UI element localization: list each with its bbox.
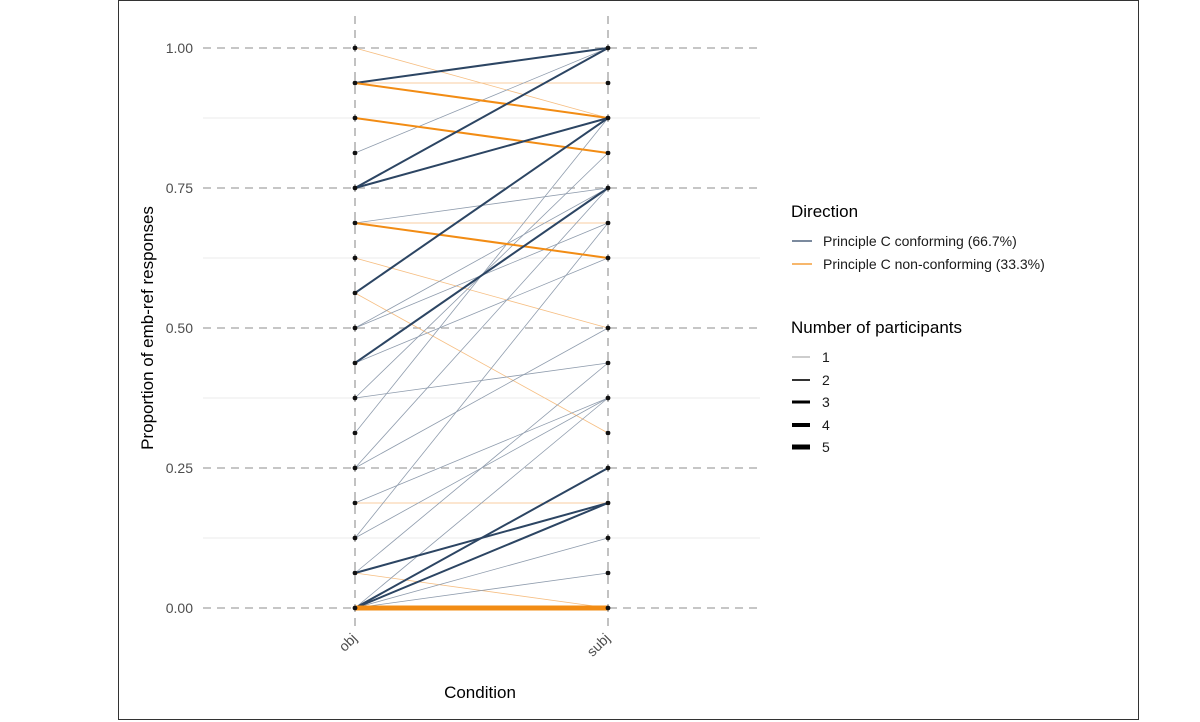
segment-conforming-21: [354, 327, 609, 469]
segment-nonconforming-4: [354, 117, 609, 154]
point-subj-4: [605, 465, 611, 471]
segment-nonconforming-11: [354, 257, 609, 329]
point-subj-9: [605, 255, 611, 261]
point-obj-4: [352, 465, 358, 471]
point-obj-5: [352, 430, 358, 436]
y-tick-label-4: 1.00: [166, 40, 193, 56]
point-obj-14: [352, 115, 358, 121]
grid-layer: [203, 16, 760, 628]
x-tick-label-subj: subj: [583, 630, 612, 659]
point-obj-3: [352, 500, 358, 506]
segment-conforming-14: [354, 187, 609, 329]
segment-conforming-26: [354, 222, 609, 539]
legend-label-5: 5: [822, 439, 830, 455]
point-subj-3: [605, 500, 611, 506]
point-subj-1: [605, 570, 611, 576]
segment-conforming-34: [354, 397, 609, 609]
segment-conforming-17: [354, 257, 609, 364]
point-subj-13: [605, 115, 611, 121]
chart-frame: [118, 0, 1139, 720]
segment-conforming-7: [354, 117, 609, 189]
point-subj-5: [605, 430, 611, 436]
y-tick-label-0: 0.00: [166, 600, 193, 616]
y-tick-label-1: 0.25: [166, 460, 193, 476]
legend-label-1: 1: [822, 349, 830, 365]
x-tick-label-obj: obj: [335, 630, 360, 655]
legend-label-4: 4: [822, 417, 830, 433]
point-obj-15: [352, 80, 358, 86]
segment-conforming-22: [354, 187, 609, 469]
point-obj-8: [352, 325, 358, 331]
y-axis-title: Proportion of emb-ref responses: [138, 206, 157, 450]
segment-conforming-16: [354, 187, 609, 364]
y-tick-label-3: 0.75: [166, 180, 193, 196]
point-layer: [352, 45, 611, 611]
legend-label-3: 3: [822, 394, 830, 410]
point-obj-7: [352, 360, 358, 366]
point-subj-12: [605, 150, 611, 156]
point-obj-13: [352, 150, 358, 156]
segment-nonconforming-10: [354, 222, 609, 259]
point-obj-0: [352, 605, 358, 611]
segment-conforming-6: [354, 47, 609, 189]
point-subj-8: [605, 325, 611, 331]
legend-direction-title: Direction: [791, 202, 858, 221]
legend-participants-title: Number of participants: [791, 318, 962, 337]
point-subj-0: [605, 605, 611, 611]
segment-conforming-28: [354, 362, 609, 574]
tick-layer: 0.00 0.25 0.50 0.75 1.00 obj subj: [166, 40, 613, 659]
legend-label-conforming: Principle C conforming (66.7%): [823, 233, 1017, 249]
segment-conforming-23: [354, 397, 609, 504]
point-obj-16: [352, 45, 358, 51]
point-subj-10: [605, 220, 611, 226]
segment-layer: [354, 47, 609, 611]
legend-label-nonconforming: Principle C non-conforming (33.3%): [823, 256, 1045, 272]
point-obj-1: [352, 570, 358, 576]
segment-conforming-32: [354, 537, 609, 609]
x-axis-title: Condition: [444, 683, 516, 702]
point-subj-11: [605, 185, 611, 191]
point-subj-2: [605, 535, 611, 541]
y-tick-label-2: 0.50: [166, 320, 193, 336]
segment-conforming-33: [354, 572, 609, 609]
point-obj-9: [352, 290, 358, 296]
legend: Direction Principle C conforming (66.7%)…: [791, 202, 1045, 455]
point-subj-6: [605, 395, 611, 401]
segment-conforming-31: [354, 502, 609, 609]
segment-conforming-1: [354, 47, 609, 84]
segment-conforming-12: [354, 117, 609, 294]
point-obj-10: [352, 255, 358, 261]
segment-nonconforming-3: [354, 82, 609, 119]
point-obj-12: [352, 185, 358, 191]
point-subj-15: [605, 45, 611, 51]
point-obj-6: [352, 395, 358, 401]
point-subj-14: [605, 80, 611, 86]
segment-nonconforming-13: [354, 292, 609, 434]
point-obj-2: [352, 535, 358, 541]
segment-conforming-30: [354, 467, 609, 609]
legend-label-2: 2: [822, 372, 830, 388]
point-obj-11: [352, 220, 358, 226]
point-subj-7: [605, 360, 611, 366]
